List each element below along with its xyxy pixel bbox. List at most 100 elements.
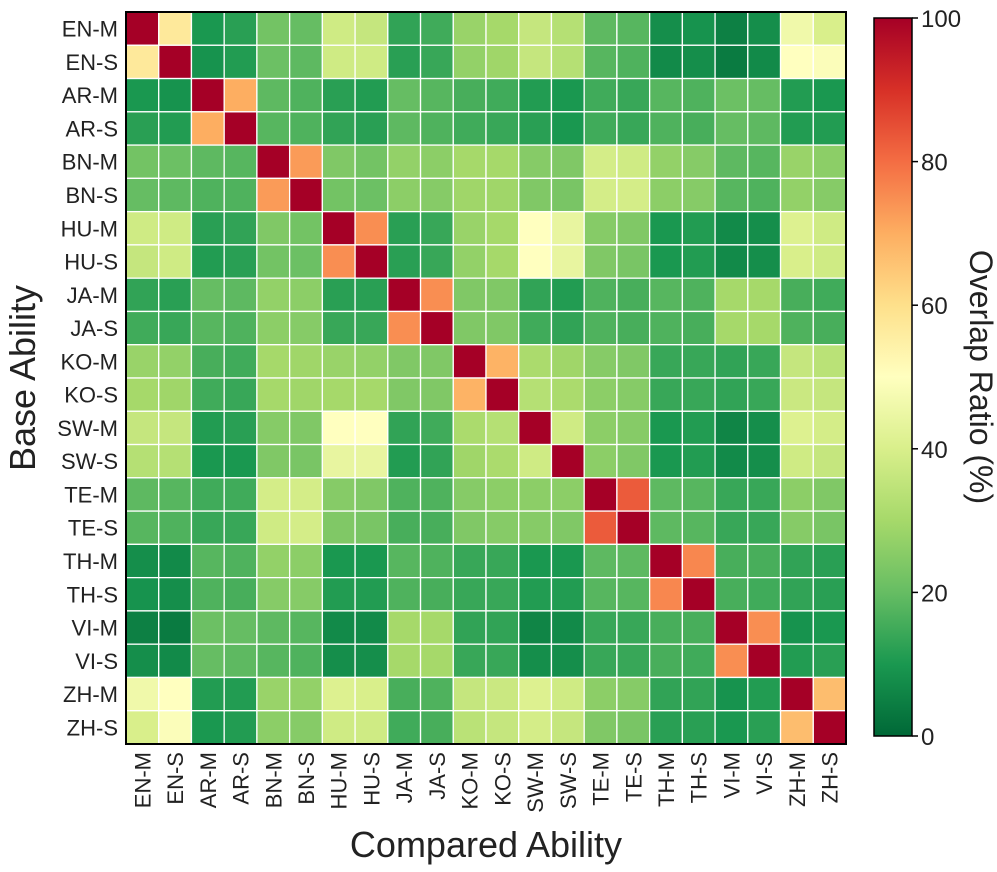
heatmap-cell-TE-M-AR-M	[190, 477, 225, 512]
heatmap-cell-TH-S-SW-M	[518, 576, 553, 612]
x-tick-label: AR-S	[229, 752, 254, 805]
heatmap-cells	[125, 11, 847, 745]
heatmap-cell-HU-S-HU-S	[354, 244, 389, 279]
heatmap-cell-AR-S-JA-M	[387, 111, 422, 146]
heatmap-cell-ZH-M-BN-S	[288, 676, 324, 712]
heatmap-cell-ZH-S-SW-S	[550, 710, 585, 745]
x-tick-label: TH-S	[687, 752, 712, 803]
heatmap-cell-SW-S-HU-S	[354, 443, 389, 479]
heatmap-cell-SW-S-VI-M	[714, 443, 749, 479]
heatmap-cell-BN-M-EN-M	[125, 144, 160, 180]
heatmap-cell-EN-M-JA-S	[419, 11, 454, 46]
heatmap-cell-HU-M-BN-M	[256, 210, 291, 246]
heatmap-cell-KO-S-EN-M	[125, 377, 160, 412]
heatmap-cell-TE-S-EN-S	[158, 510, 193, 546]
heatmap-cell-EN-S-KO-S	[485, 44, 520, 80]
heatmap-cell-TH-S-KO-S	[485, 576, 520, 612]
heatmap-cell-VI-S-EN-S	[158, 643, 193, 679]
heatmap-cell-VI-S-AR-S	[223, 643, 258, 679]
heatmap-cell-TE-M-VI-M	[714, 477, 749, 512]
heatmap-cell-KO-S-TE-M	[583, 377, 618, 412]
heatmap-cell-TH-S-VI-S	[747, 576, 782, 612]
x-tick-label: TH-M	[654, 752, 679, 807]
heatmap-cell-HU-S-BN-M	[256, 244, 291, 279]
heatmap-cell-HU-S-SW-M	[518, 244, 553, 279]
heatmap-cell-SW-M-TE-S	[616, 410, 651, 446]
heatmap-cell-VI-S-TH-S	[681, 643, 716, 679]
heatmap-cell-KO-M-HU-S	[354, 344, 389, 379]
heatmap-cell-VI-S-SW-M	[518, 643, 553, 679]
heatmap-cell-KO-M-EN-M	[125, 344, 160, 379]
heatmap-cell-SW-M-HU-S	[354, 410, 389, 446]
heatmap-cell-HU-M-HU-S	[354, 210, 389, 246]
heatmap-cell-BN-M-BN-S	[288, 144, 324, 180]
heatmap-cell-SW-S-EN-S	[158, 443, 193, 479]
heatmap-cell-EN-M-EN-S	[158, 11, 193, 46]
heatmap-cell-KO-M-AR-S	[223, 344, 258, 379]
heatmap-cell-AR-M-EN-S	[158, 77, 193, 113]
heatmap-cell-HU-S-SW-S	[550, 244, 585, 279]
heatmap-cell-EN-M-EN-M	[125, 11, 160, 46]
y-tick-label: SW-M	[57, 416, 118, 441]
heatmap-cell-EN-S-JA-M	[387, 44, 422, 80]
heatmap-cell-ZH-M-SW-M	[518, 676, 553, 712]
heatmap-cell-TE-M-SW-S	[550, 477, 585, 512]
heatmap-cell-AR-M-VI-S	[747, 77, 782, 113]
heatmap-cell-VI-S-TH-M	[648, 643, 684, 679]
heatmap-cell-BN-M-TE-M	[583, 144, 618, 180]
heatmap-cell-AR-S-AR-M	[190, 111, 225, 146]
colorbar-tick-label: 100	[921, 6, 961, 33]
heatmap-cell-BN-M-HU-S	[354, 144, 389, 180]
heatmap-cell-KO-M-VI-S	[747, 344, 782, 379]
heatmap-cell-TH-M-ZH-S	[812, 543, 847, 579]
heatmap-cell-TE-S-HU-S	[354, 510, 389, 546]
heatmap-cell-EN-S-TE-M	[583, 44, 618, 80]
heatmap-cell-SW-M-JA-M	[387, 410, 422, 446]
heatmap-cell-TH-S-BN-M	[256, 576, 291, 612]
heatmap-cell-AR-S-VI-M	[714, 111, 749, 146]
heatmap-cell-AR-M-AR-M	[190, 77, 225, 113]
heatmap-cell-TE-S-EN-M	[125, 510, 160, 546]
heatmap-cell-TE-S-HU-M	[321, 510, 356, 546]
heatmap-cell-HU-S-ZH-S	[812, 244, 847, 279]
heatmap-cell-ZH-M-JA-S	[419, 676, 454, 712]
heatmap-cell-ZH-M-EN-S	[158, 676, 193, 712]
heatmap-cell-ZH-S-TH-S	[681, 710, 716, 745]
heatmap-cell-EN-M-AR-S	[223, 11, 258, 46]
y-tick-labels: EN-M EN-S AR-M AR-S BN-M BN-S HU-M HU-S JA-M JA-S…	[57, 17, 118, 741]
heatmap-cell-VI-M-EN-S	[158, 610, 193, 645]
heatmap-cell-EN-M-SW-M	[518, 11, 553, 46]
heatmap-cell-HU-S-TE-S	[616, 244, 651, 279]
heatmap-cell-TE-S-KO-S	[485, 510, 520, 546]
heatmap-cell-BN-S-BN-S	[288, 177, 324, 213]
heatmap-cell-TH-S-ZH-S	[812, 576, 847, 612]
heatmap-cell-EN-M-TH-M	[648, 11, 684, 46]
heatmap-cell-TE-M-SW-M	[518, 477, 553, 512]
heatmap-cell-TE-M-TH-M	[648, 477, 684, 512]
heatmap-cell-SW-S-AR-S	[223, 443, 258, 479]
x-tick-label: AR-M	[196, 752, 221, 808]
heatmap-cell-TE-S-AR-S	[223, 510, 258, 546]
heatmap-cell-HU-M-TH-M	[648, 210, 684, 246]
heatmap-cell-JA-S-EN-S	[158, 310, 193, 346]
x-tick-label: ZH-M	[785, 752, 810, 807]
heatmap-cell-TE-S-TE-S	[616, 510, 651, 546]
y-tick-label: TH-M	[63, 549, 118, 574]
heatmap-cell-HU-S-EN-M	[125, 244, 160, 279]
heatmap-cell-TE-M-TE-S	[616, 477, 651, 512]
heatmap-cell-KO-M-SW-S	[550, 344, 585, 379]
heatmap-cell-AR-S-SW-S	[550, 111, 585, 146]
heatmap-cell-AR-M-HU-S	[354, 77, 389, 113]
heatmap-cell-KO-S-HU-M	[321, 377, 356, 412]
heatmap-cell-JA-M-TE-S	[616, 277, 651, 313]
heatmap-cell-ZH-S-BN-S	[288, 710, 324, 745]
heatmap-cell-TH-M-AR-S	[223, 543, 258, 579]
heatmap-cell-VI-S-EN-M	[125, 643, 160, 679]
heatmap-cell-TH-S-HU-M	[321, 576, 356, 612]
heatmap-cell-EN-M-ZH-S	[812, 11, 847, 46]
heatmap-cell-KO-M-ZH-S	[812, 344, 847, 379]
heatmap-cell-AR-S-AR-S	[223, 111, 258, 146]
heatmap-cell-SW-S-BN-M	[256, 443, 291, 479]
heatmap-cell-AR-M-TH-M	[648, 77, 684, 113]
heatmap-cell-JA-S-VI-S	[747, 310, 782, 346]
